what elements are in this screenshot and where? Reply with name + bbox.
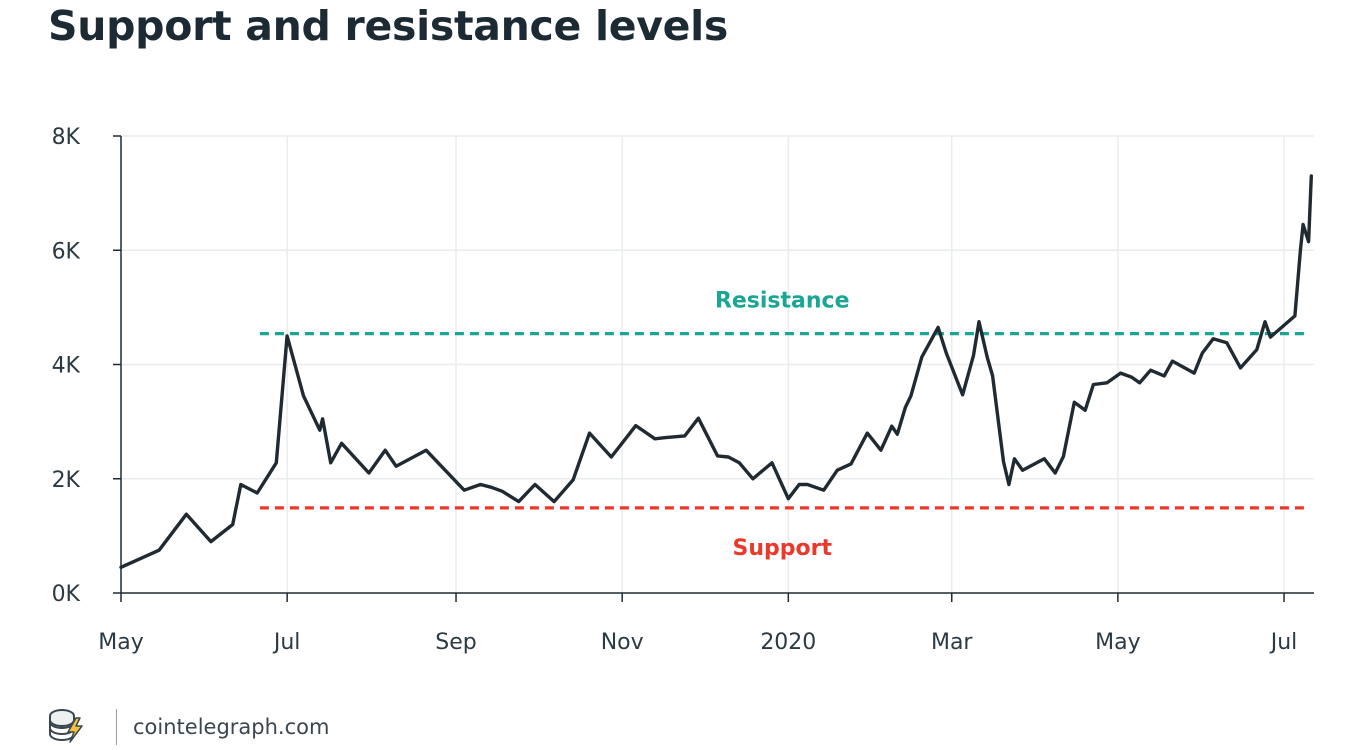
y-tick-label: 2K — [52, 468, 81, 493]
y-tick-label: 8K — [52, 125, 81, 150]
y-tick-label: 6K — [52, 239, 81, 264]
footer-separator — [116, 709, 117, 745]
site-name: cointelegraph.com — [133, 715, 330, 739]
x-tick-label: Jul — [272, 630, 301, 655]
x-tick-label: May — [98, 630, 143, 655]
cointelegraph-logo-icon — [46, 708, 86, 746]
x-tick-label: Mar — [931, 630, 973, 655]
resistance-label: Resistance — [715, 289, 850, 314]
x-tick-label: May — [1095, 630, 1140, 655]
grid-lines — [121, 135, 1314, 593]
x-tick-label: 2020 — [760, 630, 816, 655]
chart-title: Support and resistance levels — [48, 2, 729, 50]
x-tick-label: Nov — [601, 630, 644, 655]
price-series — [119, 174, 1314, 569]
price-line — [119, 174, 1314, 569]
support-label: Support — [732, 536, 832, 561]
line-chart: 0K 2K 4K 6K 8K May Jul Sep Nov 2020 Mar May Jul Resi… — [52, 125, 1314, 655]
x-tick-label: Sep — [435, 630, 476, 655]
axes: 0K 2K 4K 6K 8K May Jul Sep Nov 2020 Mar May Jul — [52, 125, 1314, 655]
y-tick-label: 0K — [52, 582, 81, 607]
footer: cointelegraph.com — [46, 708, 329, 746]
x-tick-label: Jul — [1269, 630, 1298, 655]
reference-lines: Resistance Support — [259, 289, 1309, 561]
y-tick-label: 4K — [52, 354, 81, 379]
